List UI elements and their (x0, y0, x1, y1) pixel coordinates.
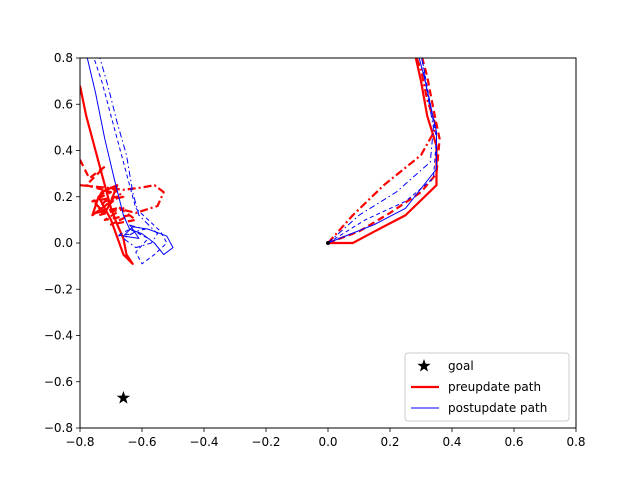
legend-goal-star-icon (417, 359, 431, 372)
y-tick-label: 0.6 (54, 97, 73, 111)
x-tick-label: −0.2 (251, 435, 280, 449)
series-line-pre-solid-0 (328, 58, 438, 245)
legend-box (404, 352, 570, 422)
series-layer (80, 58, 441, 265)
x-tick-label: −0.6 (127, 435, 156, 449)
start-point (326, 241, 330, 245)
legend-label: goal (448, 359, 474, 373)
series-line-pre-dashdot-8 (80, 184, 165, 215)
x-tick-label: −0.8 (65, 435, 94, 449)
goal-star-marker (116, 390, 131, 404)
series-line-post-dashed-10 (93, 58, 168, 265)
y-tick-label: −0.2 (44, 282, 73, 296)
series-line-pre-dashed-7 (80, 159, 137, 226)
x-tick-label: 0.6 (504, 435, 523, 449)
legend-label: postupdate path (448, 401, 547, 415)
series-line-post-dashdot-5 (327, 58, 434, 244)
series-line-post-solid-9 (86, 58, 174, 256)
legend-label: preupdate path (448, 380, 541, 394)
y-tick-label: 0.4 (54, 144, 73, 158)
series-line-pre-dashed-1 (327, 58, 441, 245)
y-tick-label: −0.8 (44, 421, 73, 435)
x-tick-label: 0.4 (442, 435, 461, 449)
y-tick-label: −0.4 (44, 329, 73, 343)
x-tick-label: 0.2 (380, 435, 399, 449)
series-line-pre-solid-6 (80, 85, 134, 265)
y-axis: −0.8 −0.6 −0.4 −0.2 0.0 0.2 0.4 0.6 0.8 (44, 51, 80, 435)
x-axis: −0.8 −0.6 −0.4 −0.2 0.0 0.2 0.4 0.6 0.8 (65, 428, 586, 449)
x-tick-label: 0.8 (566, 435, 585, 449)
series-line-post-dashed-4 (327, 58, 437, 244)
y-tick-label: −0.6 (44, 375, 73, 389)
x-tick-label: −0.4 (189, 435, 218, 449)
y-tick-label: 0.0 (54, 236, 73, 250)
legend: goal preupdate path postupdate path (404, 352, 570, 422)
x-tick-label: 0.0 (318, 435, 337, 449)
y-tick-label: 0.8 (54, 51, 73, 65)
goal-layer (116, 390, 131, 404)
y-tick-label: 0.2 (54, 190, 73, 204)
series-line-pre-dashdot-2 (327, 58, 438, 244)
series-line-post-dashdot-11 (99, 58, 158, 249)
